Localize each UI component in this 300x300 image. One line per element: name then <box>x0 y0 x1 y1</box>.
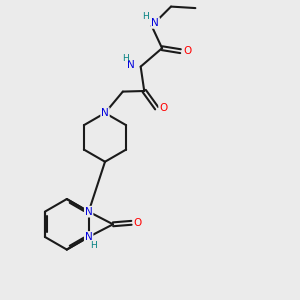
Text: N: N <box>127 60 135 70</box>
Text: O: O <box>183 46 191 56</box>
Text: N: N <box>85 232 92 242</box>
Text: H: H <box>122 54 129 63</box>
Text: N: N <box>101 108 109 118</box>
Text: N: N <box>85 207 92 217</box>
Text: O: O <box>134 218 142 228</box>
Text: H: H <box>142 12 148 21</box>
Text: N: N <box>152 18 159 28</box>
Text: H: H <box>90 241 97 250</box>
Text: O: O <box>159 103 167 112</box>
